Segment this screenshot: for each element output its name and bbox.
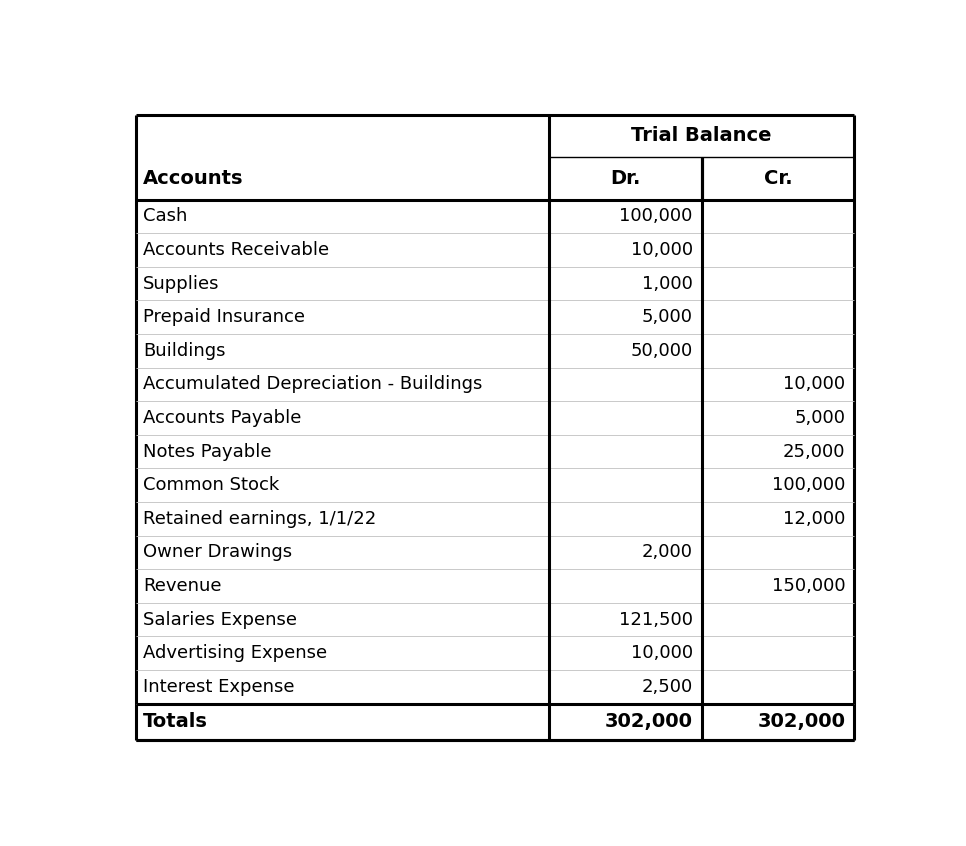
Text: Trial Balance: Trial Balance [632, 126, 772, 146]
Text: Notes Payable: Notes Payable [143, 442, 271, 460]
Text: 5,000: 5,000 [641, 308, 693, 327]
Bar [135, 200, 854, 233]
Text: Accounts Payable: Accounts Payable [143, 409, 301, 427]
Text: Cash: Cash [143, 207, 187, 225]
Text: 2,500: 2,500 [641, 678, 693, 696]
Bar [135, 368, 854, 401]
Bar [135, 502, 854, 536]
Text: 2,000: 2,000 [641, 543, 693, 562]
Text: Totals: Totals [143, 712, 208, 731]
Text: Dr.: Dr. [611, 169, 640, 188]
Text: 1,000: 1,000 [641, 275, 693, 293]
Text: 302,000: 302,000 [757, 712, 845, 731]
Bar [135, 401, 854, 435]
Text: 121,500: 121,500 [618, 611, 693, 629]
Bar [135, 569, 854, 603]
Bar [135, 603, 854, 636]
Text: 10,000: 10,000 [783, 376, 845, 393]
Text: 100,000: 100,000 [619, 207, 693, 225]
Text: Prepaid Insurance: Prepaid Insurance [143, 308, 305, 327]
Text: Advertising Expense: Advertising Expense [143, 645, 327, 662]
Bar [135, 704, 854, 740]
Text: 50,000: 50,000 [631, 342, 693, 360]
Bar [135, 157, 854, 200]
Text: Owner Drawings: Owner Drawings [143, 543, 293, 562]
Text: Buildings: Buildings [143, 342, 226, 360]
Bar [135, 266, 854, 300]
Text: Accounts Receivable: Accounts Receivable [143, 241, 329, 259]
Text: 150,000: 150,000 [772, 577, 845, 595]
Text: Supplies: Supplies [143, 275, 219, 293]
Bar [135, 670, 854, 704]
Text: Common Stock: Common Stock [143, 476, 279, 494]
Bar [135, 469, 854, 502]
Text: Salaries Expense: Salaries Expense [143, 611, 298, 629]
Text: 10,000: 10,000 [631, 645, 693, 662]
Text: 100,000: 100,000 [772, 476, 845, 494]
Bar [135, 536, 854, 569]
Text: Accounts: Accounts [143, 169, 243, 188]
Text: 25,000: 25,000 [783, 442, 845, 460]
Text: Revenue: Revenue [143, 577, 222, 595]
Bar [135, 233, 854, 266]
Text: Cr.: Cr. [764, 169, 792, 188]
Bar [135, 334, 854, 368]
Text: Interest Expense: Interest Expense [143, 678, 295, 696]
Text: Retained earnings, 1/1/22: Retained earnings, 1/1/22 [143, 510, 377, 528]
Bar [135, 435, 854, 469]
Text: 302,000: 302,000 [605, 712, 693, 731]
Bar [135, 114, 854, 157]
Text: 5,000: 5,000 [794, 409, 845, 427]
Text: Accumulated Depreciation - Buildings: Accumulated Depreciation - Buildings [143, 376, 483, 393]
Bar [135, 636, 854, 670]
Text: 10,000: 10,000 [631, 241, 693, 259]
Text: 12,000: 12,000 [783, 510, 845, 528]
Bar [135, 300, 854, 334]
